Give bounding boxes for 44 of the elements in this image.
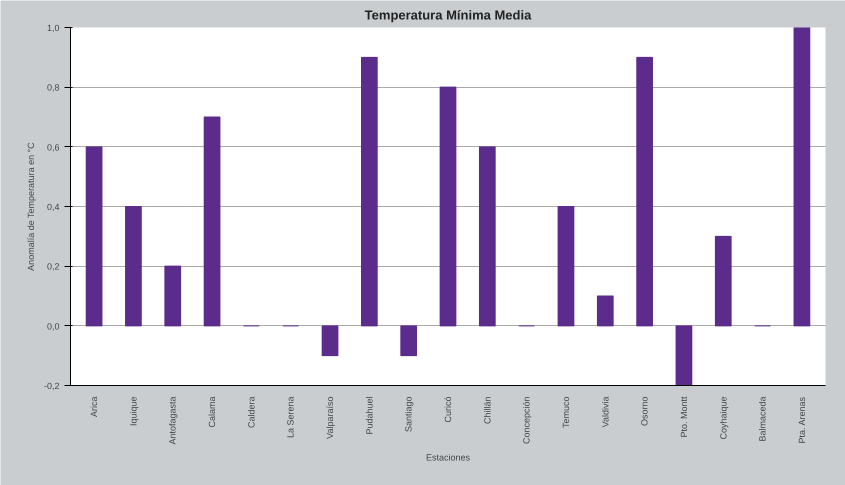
bar	[125, 206, 142, 326]
bar	[794, 28, 810, 326]
bar	[636, 56, 653, 326]
bar	[558, 206, 574, 326]
bar	[86, 146, 102, 326]
x-tick-label: Pto. Montt	[678, 396, 689, 438]
bar	[676, 325, 692, 386]
x-tick-label: La Serena	[286, 396, 296, 438]
x-tick-label: Caldera	[246, 396, 256, 428]
bar	[440, 86, 456, 326]
y-axis-title: Anomalía de Temperatura en °C	[26, 142, 36, 271]
y-tick-label: 0,2	[46, 262, 60, 272]
y-tick-label: 0,4	[46, 202, 60, 212]
y-tick-label: 0,6	[46, 142, 60, 152]
x-tick-label: Santiago	[404, 396, 414, 432]
bar	[360, 56, 378, 326]
x-tick-label: Coyhaique	[718, 396, 728, 440]
bar	[596, 296, 614, 326]
bar	[400, 325, 418, 356]
x-tick-label: Antofagasta	[168, 396, 178, 445]
y-tick-label: 0,0	[46, 321, 60, 332]
x-tick-label: Chillán	[482, 396, 492, 424]
chart-title: Temperatura Mínima Media	[364, 8, 532, 22]
x-tick-label: Valparaíso	[325, 396, 336, 439]
y-tick-label: 0,8	[46, 82, 60, 93]
bar	[164, 266, 182, 326]
y-tick-label: -0,2	[44, 381, 60, 391]
bar	[478, 146, 496, 326]
x-tick-label: Calama	[207, 396, 218, 428]
x-tick-label: Pudahuel	[364, 396, 374, 435]
x-tick-label: Arica	[89, 396, 100, 418]
x-tick-label: Valdivia	[600, 396, 610, 428]
x-tick-label: Temuco	[560, 396, 571, 428]
bar	[714, 236, 732, 326]
x-axis-title: Estaciones	[426, 452, 471, 463]
x-tick-label: Iquique	[128, 396, 138, 426]
bar	[204, 116, 220, 326]
bar	[322, 325, 338, 356]
x-tick-label: Curicó	[443, 396, 453, 423]
x-tick-label: Pta. Arenas	[796, 396, 807, 444]
x-tick-label: Concepción	[522, 396, 532, 444]
x-tick-label: Balmaceda	[758, 396, 768, 442]
y-tick-label: 1,0	[46, 23, 60, 33]
x-tick-label: Osorno	[640, 396, 650, 426]
